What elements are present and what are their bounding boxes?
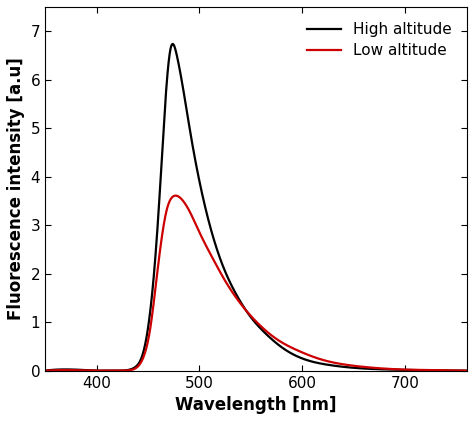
- High altitude: [247, 314, 253, 319]
- High altitude: [452, 368, 458, 373]
- Legend: High altitude, Low altitude: High altitude, Low altitude: [300, 15, 459, 66]
- Low altitude: [173, 193, 178, 198]
- Low altitude: [64, 368, 70, 373]
- X-axis label: Wavelength [nm]: Wavelength [nm]: [175, 396, 337, 414]
- Low altitude: [237, 299, 242, 304]
- Low altitude: [375, 365, 381, 370]
- Low altitude: [452, 368, 458, 373]
- Low altitude: [464, 368, 470, 373]
- High altitude: [170, 41, 175, 46]
- Low altitude: [247, 313, 253, 318]
- Low altitude: [42, 368, 48, 373]
- Y-axis label: Fluorescence intensity [a.u]: Fluorescence intensity [a.u]: [7, 57, 25, 320]
- High altitude: [452, 368, 458, 373]
- High altitude: [42, 368, 48, 373]
- High altitude: [64, 367, 70, 372]
- Line: High altitude: High altitude: [45, 44, 467, 370]
- Low altitude: [452, 368, 458, 373]
- Line: Low altitude: Low altitude: [45, 196, 467, 370]
- High altitude: [237, 297, 242, 302]
- High altitude: [464, 368, 470, 373]
- High altitude: [375, 367, 381, 372]
